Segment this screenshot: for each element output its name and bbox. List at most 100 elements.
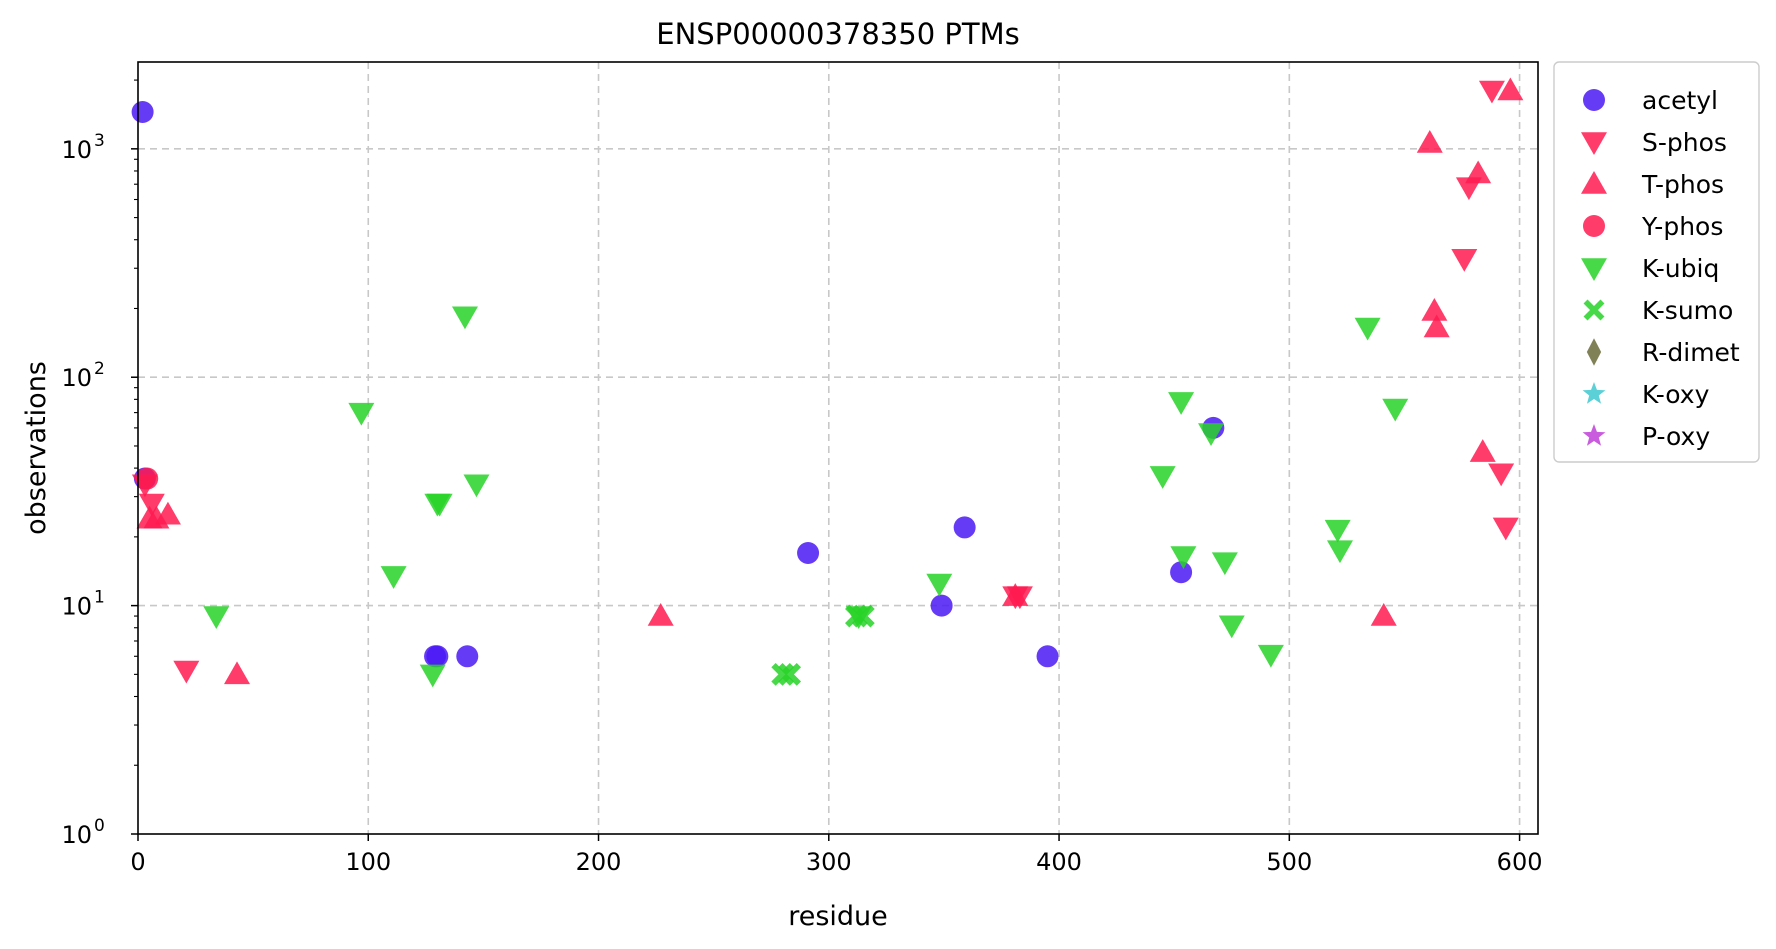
data-marks [131, 77, 1524, 688]
data-point-t-phos [154, 501, 181, 525]
data-point-s-phos [138, 493, 165, 517]
legend-marker-p-oxy [1582, 424, 1606, 446]
x-tick-label: 0 [130, 848, 145, 876]
data-point-s-phos [1492, 517, 1519, 541]
data-point-k-ubiq [1354, 317, 1381, 341]
legend-item: acetyl [1583, 86, 1718, 115]
legend: acetyl S-phos T-phos Y-phos K-ubiq K-sumo R-di… [1553, 61, 1760, 463]
data-point-acetyl [456, 645, 479, 668]
data-point-acetyl [426, 645, 449, 668]
x-tick-label: 100 [345, 848, 391, 876]
legend-marker-k-ubiq [1581, 258, 1607, 281]
data-point-acetyl [131, 100, 154, 123]
x-tick-label: 400 [1036, 848, 1082, 876]
legend-marker-y-phos [1583, 215, 1605, 237]
data-point-acetyl [1170, 561, 1193, 584]
data-point-k-ubiq [1326, 540, 1353, 564]
data-point-k-sumo [778, 662, 802, 686]
legend-marker-t-phos [1581, 171, 1607, 194]
data-point-y-phos [136, 467, 159, 490]
y-tick-base: 10 [61, 821, 92, 849]
data-point-t-phos [1423, 314, 1450, 338]
data-point-k-ubiq [380, 566, 407, 589]
legend-marker-s-phos [1581, 132, 1607, 155]
x-tick-label: 300 [806, 848, 852, 876]
y-tick-base: 10 [61, 136, 92, 164]
data-point-k-ubiq [1257, 644, 1284, 668]
legend-label: K-sumo [1642, 296, 1733, 325]
legend-label: acetyl [1642, 86, 1718, 115]
legend-label: K-ubiq [1642, 254, 1719, 283]
data-point-k-ubiq [348, 402, 375, 426]
data-point-s-phos [173, 660, 200, 684]
chart-title: ENSP00000378350 PTMs [656, 17, 1019, 51]
legend-marker-acetyl [1583, 89, 1605, 111]
data-point-t-phos [647, 603, 674, 626]
data-point-k-sumo [851, 604, 875, 628]
data-point-t-phos [1497, 77, 1524, 101]
data-point-k-ubiq [463, 474, 490, 498]
y-tick-base: 10 [61, 364, 92, 392]
data-point-k-sumo [771, 662, 795, 686]
x-axis-label: residue [788, 901, 888, 932]
legend-item: P-oxy [1582, 422, 1710, 451]
legend-marker-k-oxy [1582, 382, 1606, 404]
data-point-k-ubiq [1324, 519, 1351, 543]
data-point-k-ubiq [1170, 546, 1197, 569]
data-point-t-phos [224, 661, 251, 685]
legend-item: S-phos [1581, 128, 1727, 157]
x-tick-label: 500 [1266, 848, 1312, 876]
plot-area-frame [137, 61, 1539, 835]
y-tick-label: 10 0 [61, 816, 104, 849]
data-point-k-ubiq [1382, 398, 1409, 422]
data-point-t-phos [1421, 297, 1448, 321]
data-point-t-phos [1370, 603, 1397, 626]
data-point-k-ubiq [1168, 392, 1195, 415]
legend-label: P-oxy [1642, 422, 1710, 451]
y-tick-base: 10 [61, 593, 92, 621]
y-tick-exponent: 0 [94, 816, 105, 836]
x-tick-label: 600 [1497, 848, 1543, 876]
legend-marker-r-dimet [1586, 338, 1602, 366]
legend-item: K-sumo [1583, 296, 1733, 325]
legend-item: T-phos [1581, 170, 1724, 199]
data-point-t-phos [1002, 583, 1029, 606]
legend-marker-k-sumo [1583, 299, 1605, 321]
data-point-s-phos [1451, 249, 1478, 272]
data-point-t-phos [1469, 439, 1496, 462]
legend-label: R-dimet [1642, 338, 1740, 367]
data-point-k-ubiq [203, 606, 230, 630]
data-point-acetyl [797, 541, 820, 564]
legend-item: K-oxy [1582, 380, 1710, 409]
y-tick-label: 10 1 [61, 588, 104, 621]
data-point-k-ubiq [926, 573, 953, 597]
data-point-k-ubiq [451, 306, 478, 330]
data-point-k-ubiq [1198, 423, 1225, 446]
legend-box [1553, 61, 1760, 463]
legend-label: Y-phos [1641, 212, 1723, 241]
legend-label: T-phos [1641, 170, 1724, 199]
data-point-t-phos [1416, 130, 1443, 153]
y-tick-exponent: 3 [94, 131, 105, 151]
data-point-t-phos [1465, 160, 1492, 184]
legend-item: Y-phos [1583, 212, 1723, 241]
y-tick-label: 10 2 [61, 359, 104, 392]
data-point-acetyl [1036, 645, 1059, 668]
data-point-s-phos [1488, 463, 1515, 487]
legend-item: R-dimet [1586, 338, 1740, 367]
legend-item: K-ubiq [1581, 254, 1719, 283]
data-point-s-phos [1478, 80, 1505, 104]
data-point-k-sumo [845, 604, 868, 628]
legend-label: S-phos [1642, 128, 1727, 157]
y-axis-label: observations [21, 361, 52, 535]
y-tick-label: 10 3 [61, 131, 104, 164]
grid [138, 62, 1538, 834]
data-point-k-ubiq [1149, 466, 1176, 489]
y-tick-exponent: 2 [94, 359, 105, 379]
data-point-k-ubiq [1211, 552, 1238, 576]
data-point-acetyl [953, 516, 976, 539]
data-point-k-ubiq [426, 493, 453, 517]
